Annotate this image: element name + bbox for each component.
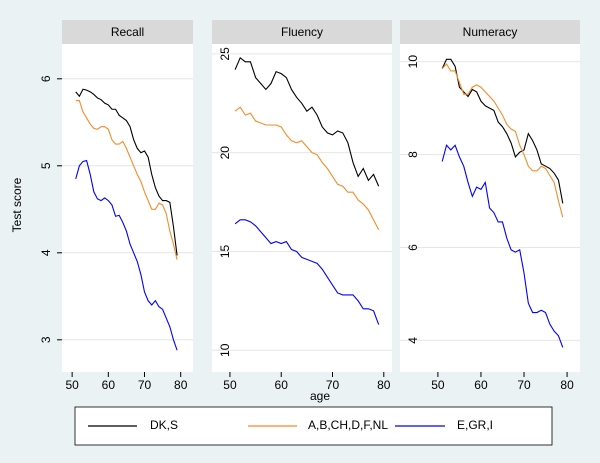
- x-tick-label: 60: [474, 378, 488, 392]
- legend-label: DK,S: [150, 418, 178, 432]
- series-line: [234, 219, 380, 325]
- x-tick-label: 50: [65, 378, 79, 392]
- x-tick-label: 60: [102, 378, 116, 392]
- panel-title: Numeracy: [463, 25, 518, 39]
- x-tick-label: 70: [138, 378, 152, 392]
- x-tick-label: 70: [326, 378, 340, 392]
- x-tick-label: 80: [377, 378, 391, 392]
- series-line: [441, 63, 564, 218]
- y-tick-label: 6: [406, 244, 420, 251]
- panel: [212, 44, 392, 372]
- x-tick-label: 80: [174, 378, 188, 392]
- legend-label: E,GR,I: [457, 418, 493, 432]
- y-tick-label: 10: [406, 55, 420, 69]
- x-tick-label: 60: [275, 378, 289, 392]
- series-line: [75, 100, 178, 260]
- panel-strip: [400, 20, 580, 44]
- y-tick-label: 5: [39, 162, 53, 169]
- panel-title: Fluency: [281, 25, 323, 39]
- series-line: [75, 159, 178, 351]
- x-axis-label: age: [310, 389, 330, 403]
- y-tick-label: 3: [39, 336, 53, 343]
- y-tick-label: 4: [406, 337, 420, 344]
- legend: [74, 406, 553, 446]
- panel-title: Recall: [111, 25, 144, 39]
- series-line: [234, 106, 380, 230]
- y-tick-label: 4: [39, 249, 53, 256]
- y-tick-label: 8: [406, 151, 420, 158]
- x-tick-label: 50: [223, 378, 237, 392]
- y-tick-label: 25: [218, 47, 232, 61]
- legend-label: A,B,CH,D,F,NL: [308, 418, 388, 432]
- panel-strip: [62, 20, 193, 44]
- x-tick-label: 70: [517, 378, 531, 392]
- panel-strip: [212, 20, 392, 44]
- y-tick-label: 20: [218, 146, 232, 160]
- y-axis-label: Test score: [10, 177, 24, 232]
- series-line: [441, 144, 564, 348]
- series-line: [75, 88, 178, 256]
- y-tick-label: 6: [39, 75, 53, 82]
- y-tick-label: 10: [218, 343, 232, 357]
- series-line: [234, 56, 380, 187]
- panel: [62, 44, 193, 372]
- y-tick-label: 15: [218, 244, 232, 258]
- x-tick-label: 80: [560, 378, 574, 392]
- x-tick-label: 50: [431, 378, 445, 392]
